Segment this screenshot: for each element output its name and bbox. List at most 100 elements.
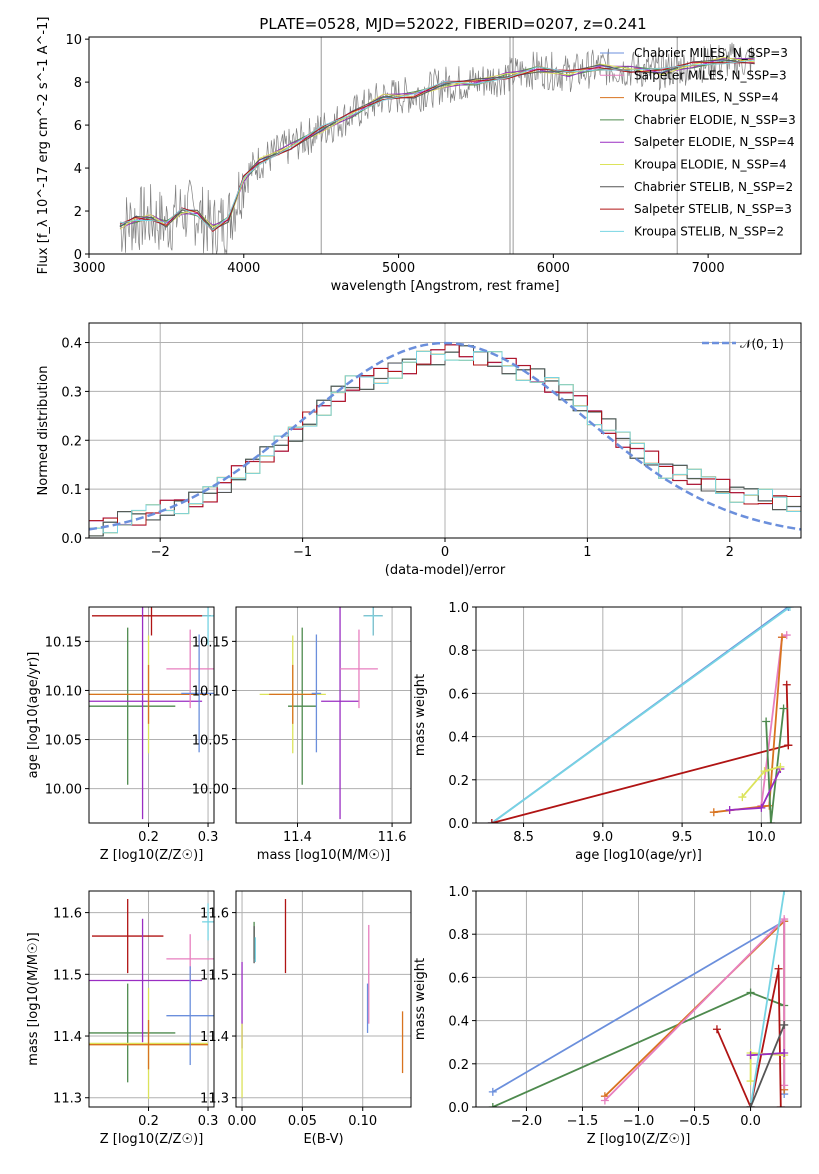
series-marker	[760, 767, 769, 776]
chart-residuals	[85, 322, 802, 542]
x-tick-label: 10.0	[747, 830, 776, 845]
y-tick-label: 0.3	[61, 385, 82, 400]
series-marker	[785, 607, 794, 611]
y-tick-label: 4	[74, 162, 82, 177]
x-tick-label: 9.0	[592, 830, 613, 845]
plot-area	[241, 899, 404, 1098]
chart-mass_vs_EBV	[232, 890, 412, 1111]
x-tick-label: 0.10	[348, 1114, 377, 1129]
x-tick-label: 5000	[382, 261, 415, 276]
x-tick-label: 6000	[537, 261, 570, 276]
y-tick-label: 0.6	[448, 971, 469, 986]
y-axis-label: Normed distribution	[36, 366, 51, 496]
series-marker	[762, 717, 771, 726]
series-marker	[784, 607, 793, 611]
y-tick-label: 0.0	[448, 817, 469, 832]
series-marker	[488, 1087, 497, 1096]
x-tick-label: −2	[151, 545, 170, 560]
gridlines	[476, 890, 801, 1108]
chart-spectrum	[85, 36, 802, 258]
normal-curve	[89, 341, 801, 531]
y-axis-label: Flux [f_λ 10^-17 erg cm^-2 s^-1 A^-1]	[36, 17, 51, 275]
x-tick-label: 0.2	[138, 830, 159, 845]
y-tick-label: 0.4	[61, 337, 82, 352]
gridlines	[89, 891, 214, 1107]
x-tick-label: 3000	[72, 261, 105, 276]
x-tick-label: 9.5	[672, 830, 693, 845]
x-tick-label: 8.5	[513, 830, 534, 845]
axes-frame	[88, 322, 802, 539]
x-tick-label: 2	[726, 545, 734, 560]
gridlines	[236, 607, 411, 823]
plot-area	[259, 607, 383, 820]
x-tick-label: 11.6	[378, 830, 407, 845]
y-tick-label: 0.1	[61, 483, 82, 498]
y-tick-label: 6	[74, 119, 82, 134]
y-tick-label: 10.05	[192, 734, 229, 749]
y-tick-label: 10.00	[192, 783, 229, 798]
y-tick-label: 10.15	[192, 635, 229, 650]
series-marker	[488, 1103, 497, 1107]
series-marker	[780, 891, 789, 895]
x-tick-label: 0.00	[228, 1114, 257, 1129]
series-marker	[746, 988, 755, 997]
y-tick-label: 1.0	[448, 885, 469, 900]
y-tick-label: 0.4	[448, 731, 469, 746]
y-axis-label: age [log10(age/yr)]	[26, 652, 41, 779]
axes-frame	[235, 606, 412, 824]
axes-frame	[235, 890, 412, 1108]
series-line	[749, 1024, 786, 1107]
series-marker	[776, 762, 785, 771]
axes-frame	[88, 890, 215, 1108]
x-tick-label: 0	[441, 545, 449, 560]
x-tick-label: −1.5	[567, 1114, 599, 1129]
x-axis-label: mass [log10(M/M☉)]	[257, 848, 390, 863]
y-tick-label: 11.5	[53, 968, 82, 983]
x-axis-label: Z [log10(Z/Z☉)]	[100, 848, 204, 863]
legend-label: Chabrier STELIB, N_SSP=2	[634, 180, 793, 194]
x-axis-label: (data-model)/error	[385, 563, 506, 578]
series-marker	[780, 1081, 789, 1090]
y-tick-label: 0.8	[448, 928, 469, 943]
series-line	[716, 968, 782, 1107]
y-tick-label: 11.4	[200, 1030, 229, 1045]
axes-frame	[475, 890, 802, 1108]
y-tick-label: 0.0	[448, 1101, 469, 1116]
series-marker	[746, 1077, 755, 1086]
x-tick-label: −1	[293, 545, 312, 560]
series-marker	[746, 1103, 755, 1107]
y-tick-label: 10.00	[45, 783, 82, 798]
y-tick-label: 0.8	[448, 644, 469, 659]
x-tick-label: 11.4	[283, 830, 312, 845]
chart-mass_weight_vs_age	[472, 606, 802, 827]
x-axis-label: age [log10(age/yr)]	[575, 848, 702, 863]
series-marker	[757, 803, 766, 812]
histogram-step	[89, 344, 801, 526]
series-marker	[774, 964, 783, 973]
series-marker	[780, 1020, 789, 1029]
gridlines	[476, 606, 801, 824]
axes-frame	[475, 606, 802, 824]
y-tick-label: 10.10	[45, 684, 82, 699]
y-tick-label: 10.10	[192, 684, 229, 699]
plot-area	[89, 607, 214, 820]
series-marker	[712, 1025, 721, 1034]
legend-label: Salpeter ELODIE, N_SSP=4	[634, 135, 795, 149]
plot-area	[89, 899, 214, 1099]
plot-area	[488, 891, 789, 1107]
y-tick-label: 0.4	[448, 1015, 469, 1030]
series-marker	[738, 793, 747, 802]
series-marker	[784, 741, 793, 750]
chart-age_vs_mass	[232, 606, 412, 827]
y-tick-label: 10.15	[45, 635, 82, 650]
y-axis-label: mass weight	[413, 958, 428, 1040]
x-tick-label: −1.0	[623, 1114, 655, 1129]
series-marker	[487, 819, 496, 823]
series-line	[749, 891, 786, 1107]
y-tick-label: 0	[74, 248, 82, 263]
gridlines	[236, 891, 411, 1107]
series-marker	[725, 806, 734, 815]
y-tick-label: 0.2	[448, 1058, 469, 1073]
series-marker	[779, 704, 788, 713]
